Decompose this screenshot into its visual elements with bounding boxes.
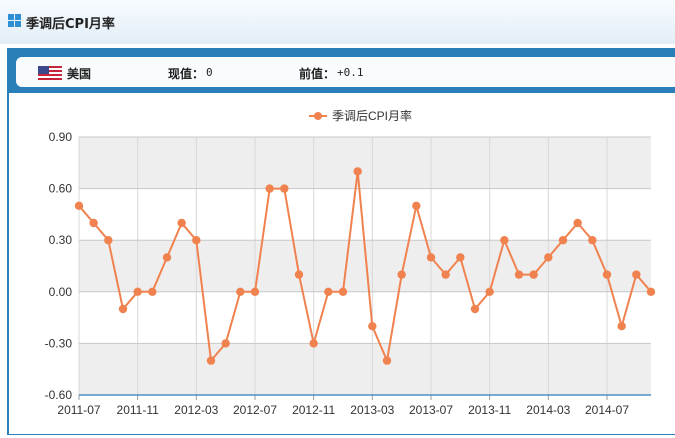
line-chart: 0.90 0.60 0.30 0.00 -0.30 -0.60 2011-07 2011-1… [45, 108, 656, 417]
us-flag-icon [38, 66, 62, 80]
data-point [588, 236, 597, 245]
y-tick-label: -0.30 [45, 336, 73, 350]
data-point [470, 304, 480, 314]
data-point [294, 270, 304, 279]
country-name: 美国 [67, 67, 92, 81]
x-tick-label: 2011-07 [57, 403, 100, 417]
data-point [529, 270, 538, 279]
data-point [632, 270, 641, 279]
data-point [118, 304, 128, 314]
data-point [441, 270, 450, 279]
plot-band [79, 343, 651, 395]
series-layer [74, 167, 656, 365]
y-tick-label: 0.60 [49, 182, 73, 196]
data-point [265, 184, 274, 193]
x-tick-label: 2014-07 [585, 403, 629, 417]
plot-bands [79, 137, 651, 395]
data-point [177, 218, 186, 228]
info-bar: 美国 现值： 0 前值： +0.1 [16, 57, 675, 87]
data-point [324, 287, 333, 296]
data-point [192, 236, 201, 245]
data-point [221, 339, 230, 348]
plot-band [79, 291, 651, 344]
data-point [206, 356, 216, 365]
data-point [382, 356, 392, 365]
y-tick-label: 0.90 [49, 130, 73, 144]
grid-icon [8, 14, 22, 28]
x-tick-label: 2013-07 [409, 403, 453, 417]
data-point [368, 322, 377, 331]
x-tick-label: 2013-11 [468, 403, 511, 417]
data-point [280, 184, 289, 193]
y-axis-labels: 0.90 0.60 0.30 0.00 -0.30 -0.60 [45, 130, 73, 402]
data-point [412, 201, 421, 210]
plot-band [79, 188, 651, 241]
page-title: 季调后CPI月率 [26, 17, 115, 32]
x-tick-label: 2012-07 [233, 403, 277, 417]
previous-value-label: 前值： [299, 67, 336, 81]
data-point [558, 236, 568, 245]
y-tick-label: 0.00 [49, 285, 73, 299]
legend-label: 季调后CPI月率 [332, 108, 412, 123]
x-axis-labels: 2011-07 2011-11 2012-03 2012-07 2012-11 2013-… [57, 403, 629, 417]
y-tick-label: -0.60 [45, 388, 73, 402]
data-point [573, 218, 582, 228]
plot-band [79, 137, 651, 189]
data-point [353, 167, 362, 176]
legend[interactable]: 季调后CPI月率 [309, 108, 412, 123]
y-tick-label: 0.30 [49, 233, 73, 247]
data-point [162, 253, 172, 262]
data-point [544, 253, 553, 262]
data-point [250, 287, 260, 296]
data-point [514, 270, 524, 279]
x-tick-label: 2014-03 [526, 403, 570, 417]
data-point [397, 270, 406, 279]
chart-area: 0.90 0.60 0.30 0.00 -0.30 -0.60 2011-07 2011-1… [9, 93, 675, 434]
previous-value: +0.1 [337, 66, 364, 79]
data-point [309, 339, 318, 348]
current-value: 0 [206, 66, 213, 79]
data-point [104, 236, 113, 245]
data-point [74, 201, 84, 210]
x-tick-label: 2011-11 [117, 403, 160, 417]
data-point [338, 287, 348, 296]
legend-marker [314, 112, 322, 120]
data-point [133, 287, 142, 296]
data-point [456, 253, 465, 262]
chart-panel: 美国 现值： 0 前值： +0.1 0.90 0.60 0.30 0.00 -0.30 -… [7, 48, 675, 435]
vertical-gridlines [78, 137, 608, 400]
x-tick-label: 2012-11 [292, 403, 335, 417]
x-tick-label: 2012-03 [174, 403, 218, 417]
x-tick-label: 2013-03 [350, 403, 394, 417]
series-line [78, 171, 652, 365]
data-point [148, 287, 157, 296]
data-point [485, 287, 494, 296]
data-point [646, 287, 656, 296]
data-point [89, 218, 98, 228]
title-bar: 季调后CPI月率 [0, 0, 675, 44]
data-point [617, 322, 626, 331]
data-point [602, 270, 612, 279]
current-value-label: 现值： [168, 67, 205, 81]
data-point [500, 236, 509, 245]
data-point [236, 287, 245, 296]
data-point [426, 253, 436, 262]
